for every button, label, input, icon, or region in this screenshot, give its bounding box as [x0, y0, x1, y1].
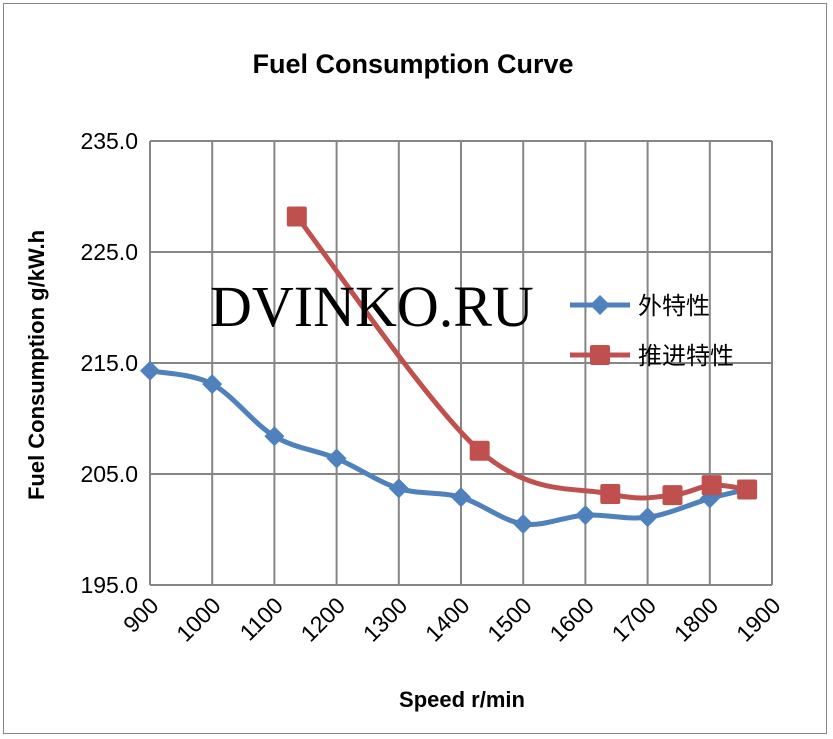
x-tick-label: 1800 [669, 592, 724, 647]
data-point-1 [451, 487, 471, 508]
data-point-1 [140, 360, 160, 381]
data-point-2 [600, 483, 621, 504]
x-tick-label: 900 [118, 592, 164, 638]
data-point-1 [513, 513, 534, 534]
y-tick-label: 195.0 [80, 572, 138, 598]
y-tick-label: 215.0 [80, 350, 138, 376]
data-point-1 [202, 374, 223, 395]
y-tick-label: 225.0 [80, 239, 138, 265]
x-tick-label: 1600 [544, 592, 599, 647]
chart-frame [3, 3, 827, 734]
legend-marker [590, 345, 610, 365]
x-tick-label: 1700 [607, 592, 662, 647]
x-tick-label: 1900 [731, 592, 786, 647]
legend-marker [590, 295, 610, 315]
x-axis-label: Speed r/min [399, 687, 525, 712]
legend-label: 外特性 [638, 293, 710, 320]
data-point-2 [286, 206, 307, 227]
data-point-1 [637, 507, 658, 528]
data-point-1 [388, 478, 409, 499]
x-tick-label: 1000 [171, 592, 226, 647]
x-tick-label: 1100 [235, 592, 288, 645]
watermark: DVINKO.RU [210, 274, 534, 339]
series-line-1 [149, 368, 748, 527]
chart-title: Fuel Consumption Curve [252, 49, 573, 79]
data-point-2 [701, 475, 722, 496]
data-point-2 [469, 440, 490, 461]
data-point-2 [737, 479, 758, 500]
x-tick-label: 1300 [358, 592, 413, 647]
data-point-1 [575, 505, 596, 526]
x-tick-label: 1500 [482, 592, 537, 647]
y-axis-label: Fuel Consumption g/kW.h [24, 230, 49, 500]
data-point-2 [662, 485, 683, 506]
y-tick-label: 205.0 [80, 461, 138, 487]
data-point-1 [326, 448, 347, 469]
x-tick-label: 1200 [296, 592, 351, 647]
x-tick-label: 1400 [420, 592, 475, 647]
data-point-1 [264, 426, 285, 447]
y-tick-label: 235.0 [80, 128, 138, 154]
legend-label: 推进特性 [638, 343, 734, 370]
